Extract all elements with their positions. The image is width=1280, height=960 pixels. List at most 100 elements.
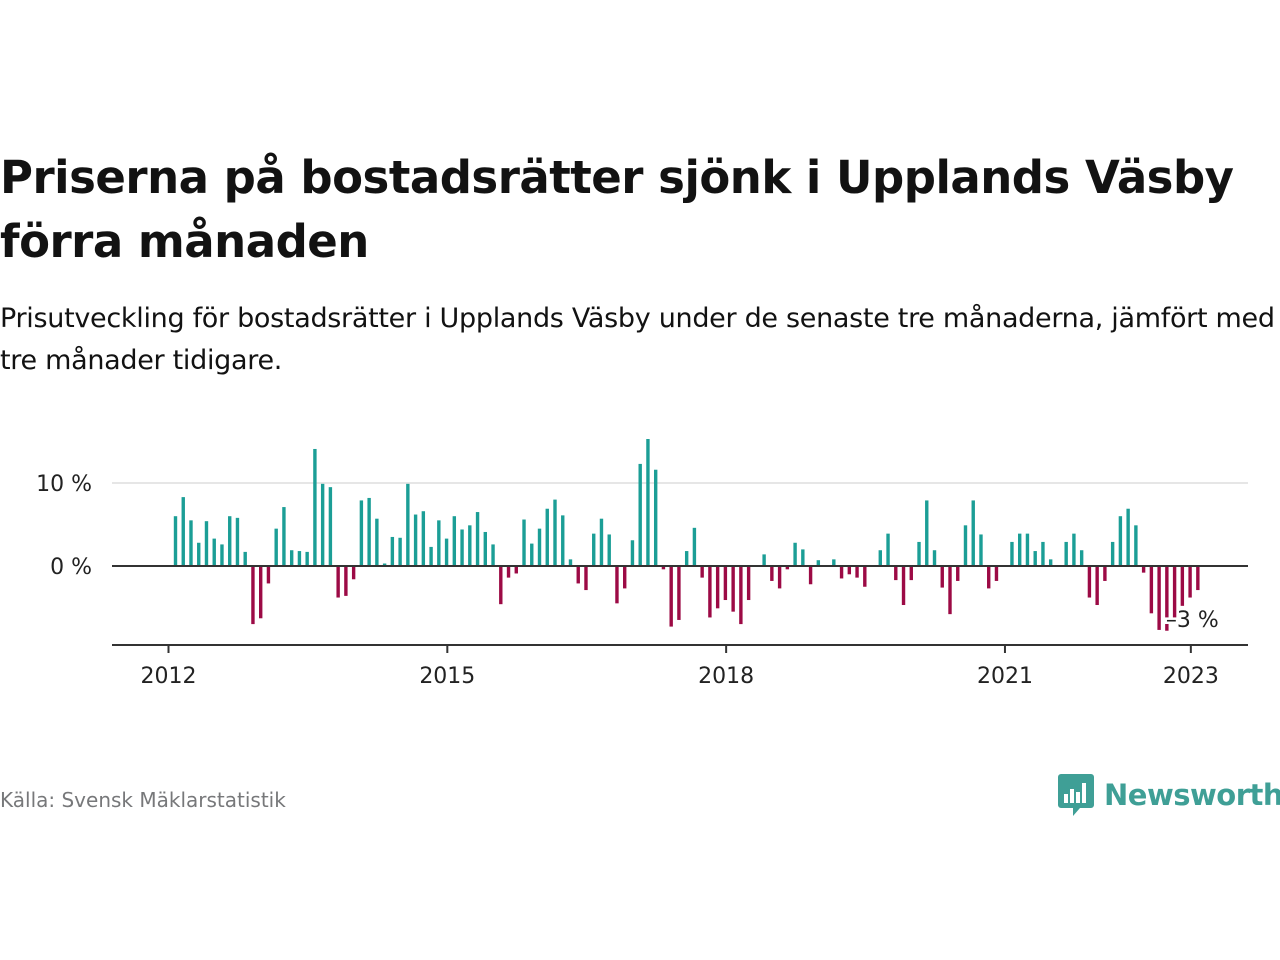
bar [1110,541,1115,566]
bar [987,566,991,589]
bar [181,497,185,566]
bar [700,566,704,578]
bar [669,566,673,627]
bar [746,566,751,601]
bar [429,546,433,566]
bar [514,566,518,574]
bar [460,529,464,566]
bar [723,566,728,601]
bar [630,540,635,566]
bar [785,566,790,570]
bar [615,566,619,604]
x-tick-label: 2021 [977,664,1033,689]
bar [653,469,658,566]
bar [584,566,588,591]
labels: 10 % 0 % 2012 2015 2018 2021 2023 –3 % [36,472,1221,689]
bar [878,550,882,566]
bar [266,566,271,584]
bar [940,566,944,588]
bar [359,500,364,566]
bar [692,527,697,566]
bar [677,566,681,620]
bar [948,566,952,615]
bar [793,542,797,566]
bar [994,566,999,581]
bar [1157,566,1161,630]
bar [522,519,526,566]
axes [112,565,1248,653]
bar [367,497,371,566]
bar [708,566,712,618]
bar [305,551,309,566]
bar [592,533,596,566]
bar [1165,566,1169,631]
bar [444,538,449,566]
bar [382,563,387,566]
bar [1095,566,1099,606]
bar [204,521,209,566]
bar [808,566,813,585]
bar [235,517,240,566]
bar [1134,525,1138,566]
bar [731,566,735,612]
bar [1048,559,1053,566]
bar [289,550,294,566]
bar [545,508,549,566]
bar [684,551,689,566]
bar [483,531,487,566]
bar [1188,566,1192,598]
x-tick-label: 2012 [141,664,197,689]
bar [1041,541,1045,566]
bar [197,542,201,566]
bar [917,541,921,566]
bar [413,514,418,566]
bar [863,566,867,587]
bar [351,566,356,580]
bar [607,534,611,566]
y-tick-label: 0 % [50,555,92,580]
bar [1087,566,1092,598]
bar [646,439,650,566]
bar [398,537,402,566]
bar [328,487,333,566]
bar [421,511,426,566]
bar [243,551,247,566]
bar [1079,550,1084,566]
bar [1018,533,1022,566]
bar [173,516,178,566]
bar [491,544,495,566]
bar [623,566,627,589]
bar [777,566,782,589]
bar [816,560,821,566]
bar [452,516,457,566]
bar [576,566,580,584]
x-tick-label: 2023 [1163,664,1219,689]
chart-subtitle: Prisutveckling för bostadsrätter i Uppla… [0,303,1275,376]
bar [375,518,379,566]
newsworthy-logo: Newsworthy [1058,774,1280,816]
bar [320,483,325,566]
logo-text: Newsworthy [1104,778,1280,812]
bar [886,533,890,566]
bar-chart: 10 % 0 % 2012 2015 2018 2021 2023 –3 % [36,439,1248,689]
value-annotation: –3 % [1166,608,1219,633]
bar [979,534,983,566]
bar [189,520,193,566]
bar [1072,533,1076,566]
bar [971,500,975,566]
bar [1103,566,1107,581]
x-tick-label: 2015 [419,664,475,689]
bar [1172,566,1177,621]
bar [1149,566,1154,614]
bar [1033,551,1037,566]
bar [553,499,557,566]
bar [406,483,410,566]
bar [1118,516,1123,566]
bar-chart-speech-bubble-icon [1058,774,1094,816]
bar [499,566,503,605]
bar [1010,541,1014,566]
bar [762,554,766,566]
bar [336,566,340,598]
bar [506,566,511,578]
bar [801,549,805,566]
